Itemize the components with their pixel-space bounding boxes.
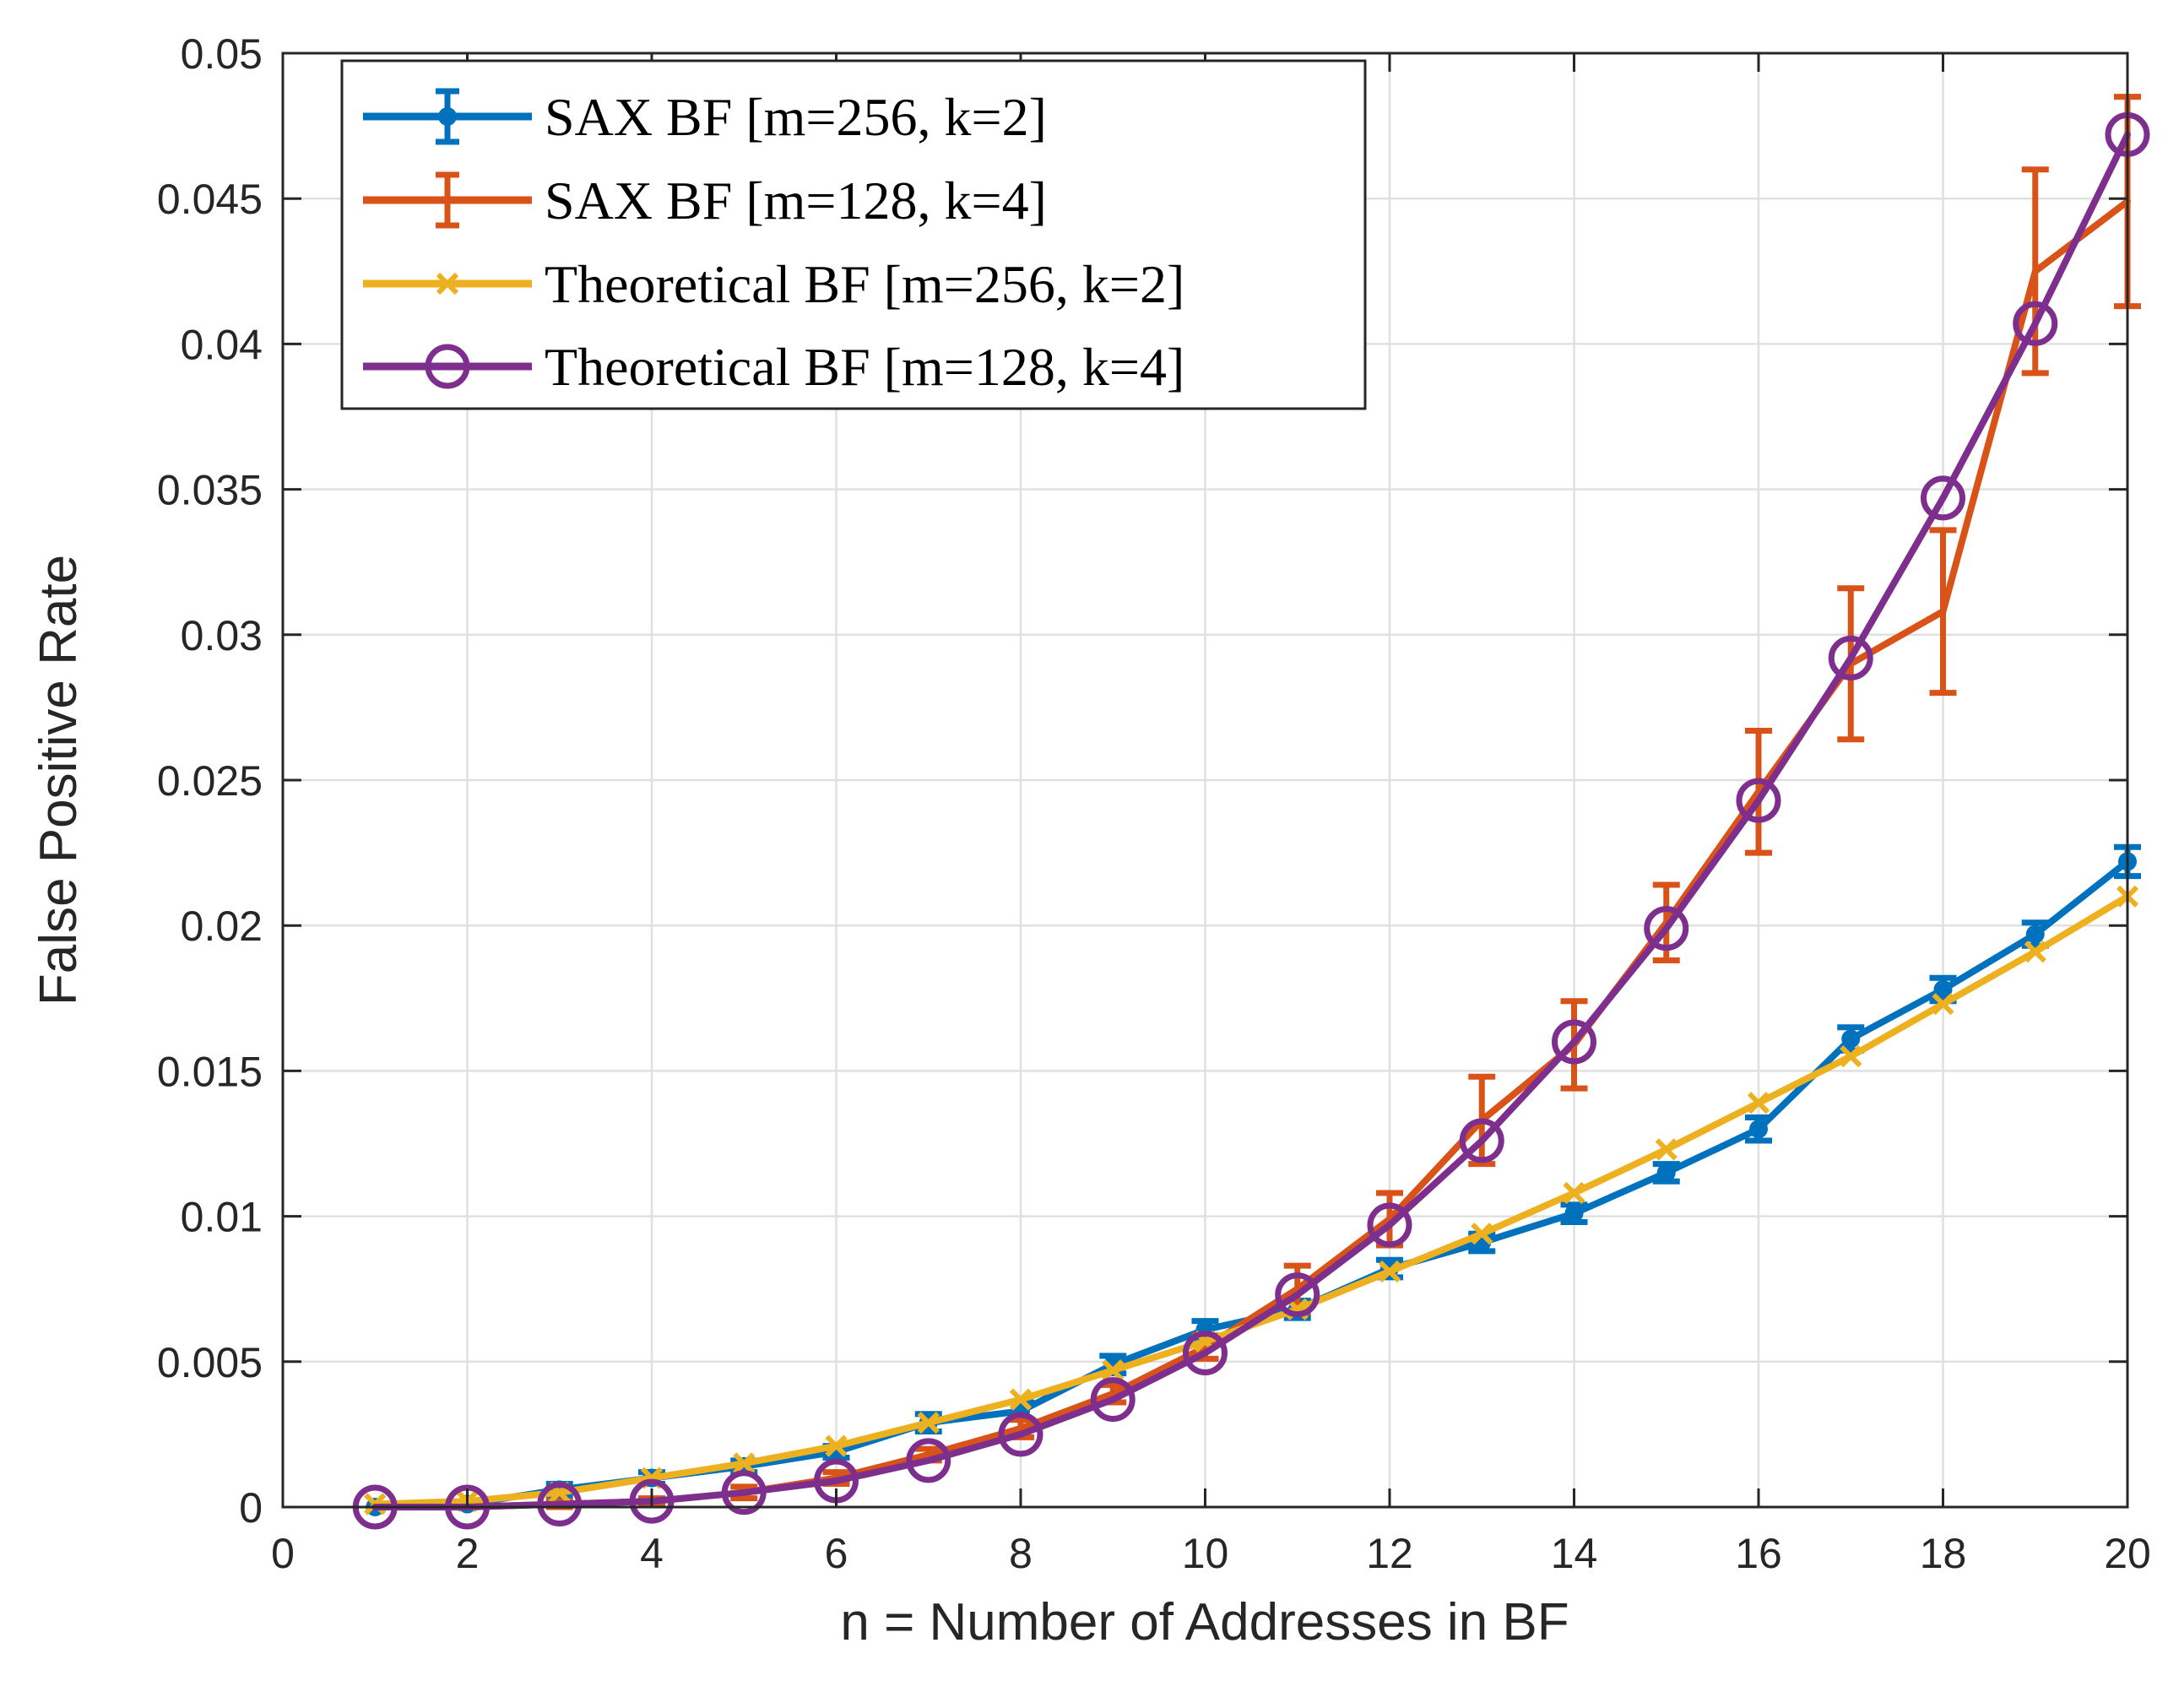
circle-marker <box>537 1482 583 1527</box>
x-marker-stroke <box>1655 1138 1677 1161</box>
legend-item-1: SAX BF [m=256, k=2] <box>363 87 1047 147</box>
circle-marker <box>998 1412 1043 1457</box>
x-marker-stroke <box>733 1452 756 1475</box>
dot-marker <box>1933 979 1953 999</box>
x-tick-label: 2 <box>456 1530 480 1577</box>
y-tick-label: 0.02 <box>181 903 263 950</box>
circle-marker <box>1828 635 1873 680</box>
x-tick-label: 18 <box>1920 1530 1967 1577</box>
circle-marker <box>1183 1330 1228 1375</box>
circle-marker <box>1090 1377 1135 1423</box>
circle-marker <box>1736 778 1781 823</box>
x-marker-stroke <box>1378 1260 1401 1283</box>
dot-marker <box>1656 1163 1676 1182</box>
legend-label: SAX BF [m=128, k=4] <box>545 171 1047 230</box>
legend-item-4: Theoretical BF [m=128, k=4] <box>363 337 1184 397</box>
x-marker <box>1009 1388 1033 1411</box>
y-tick-label: 0.015 <box>157 1048 263 1095</box>
circle-marker <box>629 1478 675 1524</box>
x-marker <box>1655 1138 1677 1161</box>
y-tick-label: 0.04 <box>181 321 263 368</box>
x-tick-label: 16 <box>1735 1530 1782 1577</box>
dot-marker <box>1564 1204 1584 1223</box>
x-marker <box>1840 1045 1862 1068</box>
circle-marker <box>1367 1202 1412 1248</box>
x-marker <box>1932 993 1954 1016</box>
x-marker-stroke <box>1102 1359 1125 1382</box>
y-tick-label: 0.025 <box>157 757 263 805</box>
y-tick-label: 0.05 <box>181 30 263 78</box>
circle-marker <box>1552 1019 1596 1065</box>
circle-marker <box>1459 1118 1504 1163</box>
x-tick-label: 20 <box>2104 1530 2151 1577</box>
circle-marker <box>1644 906 1689 952</box>
dot-marker <box>1841 1029 1861 1049</box>
x-tick-label: 10 <box>1182 1530 1229 1577</box>
legend-label: Theoretical BF [m=256, k=2] <box>545 254 1184 314</box>
x-marker-stroke <box>1471 1223 1493 1245</box>
y-tick-label: 0.005 <box>157 1339 263 1386</box>
y-axis-label: False Positive Rate <box>30 555 88 1006</box>
circle-marker <box>2013 301 2058 346</box>
legend-item-2: SAX BF [m=128, k=4] <box>363 171 1047 230</box>
x-marker-stroke <box>1932 993 1954 1016</box>
series-line <box>371 131 2131 1510</box>
x-tick-label: 12 <box>1366 1530 1413 1577</box>
circle-marker <box>721 1470 767 1516</box>
circle-marker <box>1921 475 1965 521</box>
dot-marker <box>438 107 457 126</box>
x-tick-label: 4 <box>640 1530 664 1577</box>
x-marker-stroke <box>917 1412 940 1434</box>
y-tick-label: 0.035 <box>157 467 263 514</box>
circle-marker <box>425 344 470 389</box>
dot-marker <box>1749 1120 1768 1139</box>
x-marker <box>1563 1181 1585 1205</box>
x-marker <box>2024 941 2046 963</box>
x-tick-label: 6 <box>825 1530 848 1577</box>
x-marker <box>436 272 459 296</box>
x-marker-stroke <box>2024 941 2046 963</box>
series-4 <box>352 111 2150 1530</box>
legend-label: Theoretical BF [m=128, k=4] <box>545 337 1184 397</box>
x-marker <box>1102 1359 1125 1382</box>
x-marker-stroke <box>1563 1181 1585 1205</box>
x-marker-stroke <box>825 1434 848 1457</box>
dot-marker <box>2025 924 2045 944</box>
x-marker <box>825 1434 848 1457</box>
x-axis-label: n = Number of Addresses in BF <box>840 1593 1569 1651</box>
y-tick-label: 0.03 <box>181 612 263 659</box>
y-tick-label: 0 <box>239 1484 263 1532</box>
ticks: 0 2 4 6 8 10 12 14 16 18 20 0 0.005 0.01 0.015 0.02 0.02… <box>157 30 2151 1577</box>
x-marker-stroke <box>1747 1092 1770 1114</box>
series-layer <box>352 94 2150 1530</box>
legend-label: SAX BF [m=256, k=2] <box>545 87 1047 147</box>
x-tick-label: 8 <box>1009 1530 1033 1577</box>
x-marker-stroke <box>1840 1045 1862 1068</box>
x-marker-stroke <box>1009 1388 1033 1411</box>
x-tick-label: 14 <box>1551 1530 1598 1577</box>
x-marker <box>917 1412 940 1434</box>
y-tick-label: 0.045 <box>157 176 263 223</box>
circle-marker <box>906 1438 951 1483</box>
x-marker <box>733 1452 756 1475</box>
x-marker-stroke <box>436 272 459 296</box>
y-tick-label: 0.01 <box>181 1194 263 1241</box>
legend-item-3: Theoretical BF [m=256, k=2] <box>363 254 1184 314</box>
x-tick-label: 0 <box>271 1530 295 1577</box>
x-marker <box>1471 1223 1493 1245</box>
circle-marker <box>1275 1272 1320 1318</box>
x-marker <box>1747 1092 1770 1114</box>
legend: SAX BF [m=256, k=2] SAX BF [m=128, k=4] Th… <box>340 59 1367 410</box>
x-marker <box>1378 1260 1401 1283</box>
